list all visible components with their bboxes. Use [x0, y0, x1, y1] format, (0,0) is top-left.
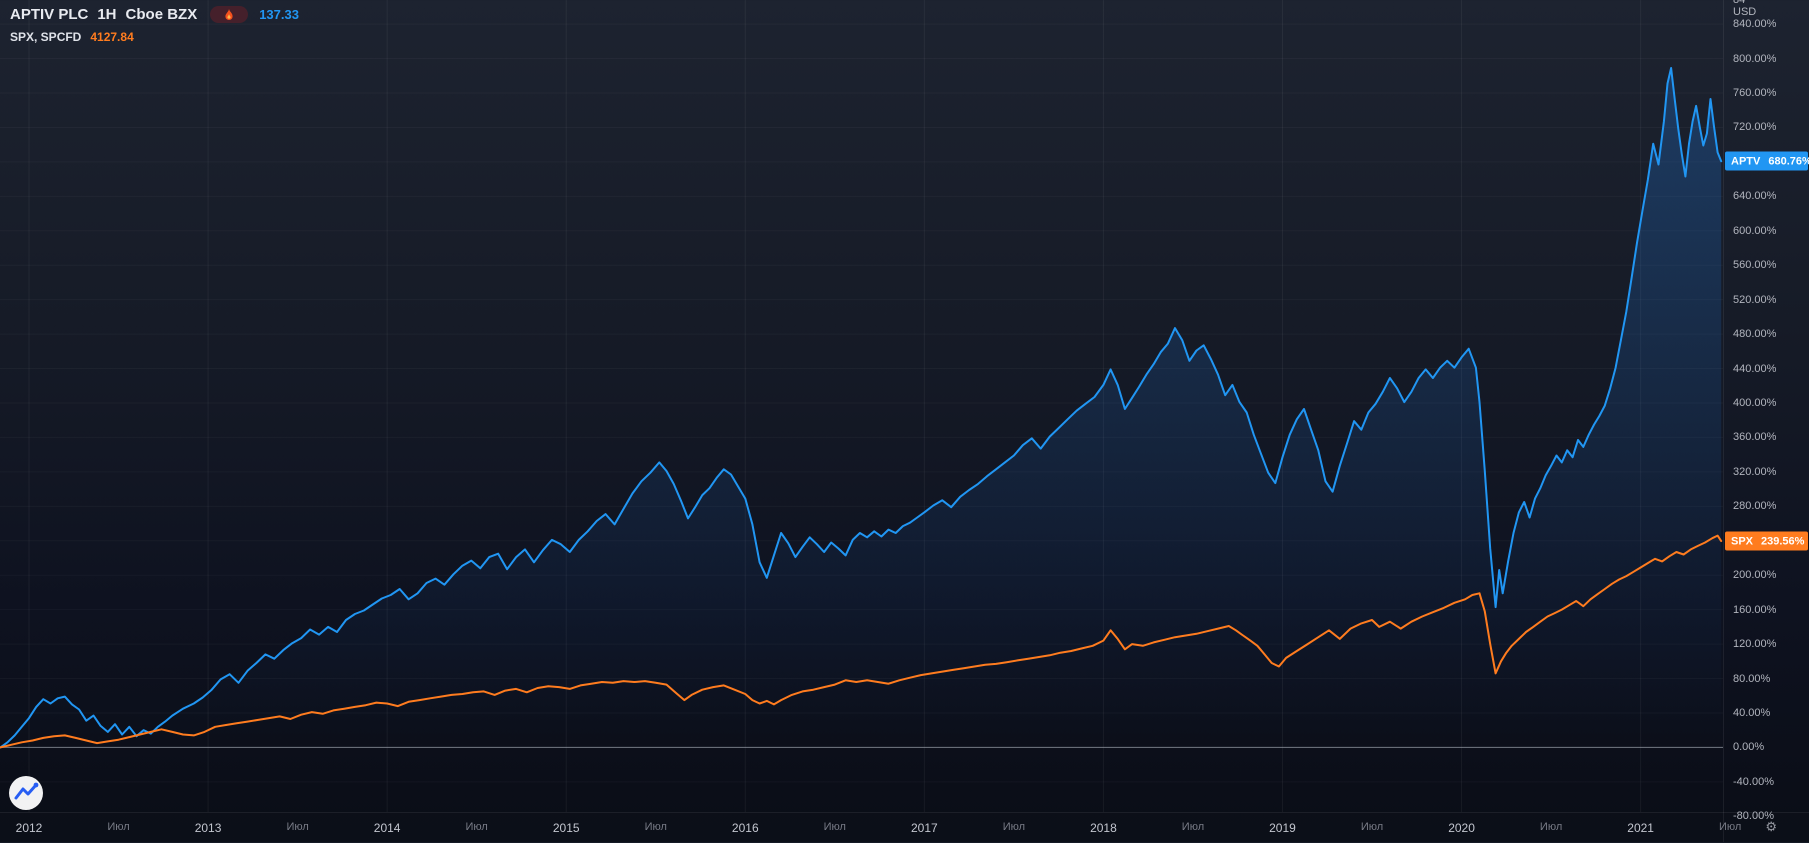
aptv-area-fill	[0, 68, 1722, 812]
time-tick: Июл	[823, 821, 846, 833]
time-tick: Июл	[1002, 821, 1026, 833]
symbol-title[interactable]: APTIV PLC	[10, 6, 89, 23]
time-tick: Июл	[286, 821, 309, 833]
time-tick: 2016	[731, 821, 759, 835]
time-axis[interactable]: ⚙ 2012 Июл 2013 Июл 2014 Июл 2015 Июл 2016 Июл 201…	[0, 812, 1809, 843]
legend: APTIV PLC 1H Cboe BZX 137.33 SPX, SPCFD …	[10, 6, 299, 44]
price-tick: -40.00%	[1733, 775, 1774, 788]
tradingview-logo-icon	[9, 776, 43, 810]
aptv-series-line[interactable]	[0, 67, 1723, 749]
flame-icon	[225, 8, 233, 20]
price-tick: 760.00%	[1733, 86, 1777, 99]
price-tick: 320.00%	[1733, 465, 1777, 478]
compare-last-price: 4127.84	[90, 30, 134, 44]
hot-badge[interactable]	[210, 6, 249, 23]
price-tick: 80.00%	[1733, 672, 1771, 685]
price-tick: 0.00%	[1733, 741, 1765, 754]
price-tick: 40.00%	[1733, 706, 1771, 719]
price-tick: 560.00%	[1733, 259, 1777, 272]
time-tick: Июл	[1718, 821, 1742, 833]
tradingview-logo[interactable]	[8, 775, 44, 811]
price-tick: 280.00%	[1733, 500, 1777, 513]
time-tick: Июл	[1360, 821, 1384, 833]
price-tick: 720.00%	[1733, 121, 1777, 134]
time-tick: 2020	[1448, 821, 1475, 835]
chart-svg[interactable]	[0, 0, 1723, 812]
currency-unit-label: USD	[1733, 6, 1757, 18]
price-label-value: 680.76%	[1768, 155, 1809, 168]
gear-icon[interactable]: ⚙	[1765, 819, 1777, 834]
time-tick: 2019	[1269, 821, 1296, 835]
price-tick: 840.00%	[1733, 18, 1777, 31]
price-tick: 200.00%	[1733, 569, 1777, 582]
spx-price-label: SPX 239.56%	[1725, 531, 1808, 551]
symbol-last-price: 137.33	[259, 7, 299, 22]
price-axis-clipped-value: 84	[1733, 0, 1746, 6]
time-tick: Июл	[107, 821, 130, 833]
time-tick: Июл	[1539, 821, 1563, 833]
time-tick: 2012	[15, 821, 43, 835]
time-tick: 2013	[194, 821, 222, 835]
legend-main-row: APTIV PLC 1H Cboe BZX 137.33	[10, 6, 299, 23]
aptv-price-label: APTV 680.76%	[1725, 151, 1809, 171]
price-tick: 360.00%	[1733, 431, 1777, 444]
compare-symbol-title[interactable]: SPX, SPCFD	[10, 30, 82, 44]
price-label-symbol: SPX	[1731, 535, 1754, 548]
time-tick: Июл	[465, 821, 488, 833]
price-axis[interactable]: 84 USD 840.00%800.00%760.00%720.00%680.0…	[1723, 0, 1809, 842]
price-tick: 480.00%	[1733, 328, 1777, 341]
price-label-value: 239.56%	[1761, 535, 1805, 548]
time-tick: Июл	[644, 821, 667, 833]
exchange-label: Cboe BZX	[125, 6, 198, 23]
price-tick: 640.00%	[1733, 190, 1777, 203]
time-tick: Июл	[1181, 821, 1205, 833]
legend-compare-row: SPX, SPCFD 4127.84	[10, 30, 299, 44]
price-tick: -80.00%	[1733, 810, 1774, 823]
price-tick: 600.00%	[1733, 224, 1777, 237]
interval-label[interactable]: 1H	[97, 6, 117, 23]
spx-series-line[interactable]	[0, 534, 1723, 749]
price-tick: 120.00%	[1733, 638, 1777, 651]
price-axis-unit: 84 USD	[1733, 0, 1756, 18]
time-tick: 2015	[552, 821, 580, 835]
price-tick: 520.00%	[1733, 293, 1777, 306]
chart-plot-area[interactable]	[0, 0, 1723, 812]
time-tick: 2021	[1627, 821, 1654, 835]
price-tick: 440.00%	[1733, 362, 1777, 375]
price-label-symbol: APTV	[1731, 155, 1761, 168]
price-tick: 400.00%	[1733, 396, 1777, 409]
time-tick: 2014	[373, 821, 401, 835]
price-tick: 160.00%	[1733, 603, 1777, 616]
price-tick: 800.00%	[1733, 52, 1777, 65]
time-tick: 2018	[1090, 821, 1117, 835]
time-tick: 2017	[910, 821, 938, 835]
